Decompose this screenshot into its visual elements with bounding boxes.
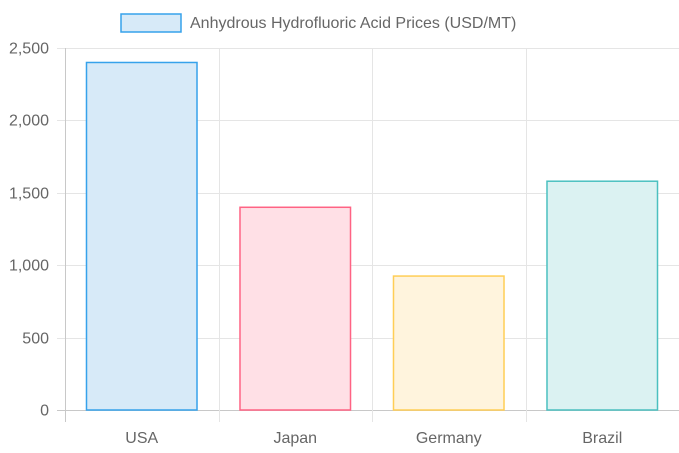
y-tick-label: 1,000 <box>9 258 49 275</box>
bars <box>85 61 659 411</box>
bar-germany[interactable] <box>392 275 505 411</box>
bar-japan[interactable] <box>239 206 352 411</box>
legend-label: Anhydrous Hydrofluoric Acid Prices (USD/… <box>190 15 516 32</box>
bar-usa[interactable] <box>85 61 198 411</box>
legend-swatch <box>120 13 182 33</box>
y-tick-label: 0 <box>40 403 49 420</box>
y-axis-ticks: 0 500 1,000 1,500 2,000 2,500 <box>9 41 49 420</box>
x-axis-ticks: USA Japan Germany Brazil <box>125 430 622 447</box>
y-tick-label: 1,500 <box>9 186 49 203</box>
y-tick-label: 500 <box>22 331 49 348</box>
y-tick-label: 2,500 <box>9 41 49 58</box>
legend[interactable]: Anhydrous Hydrofluoric Acid Prices (USD/… <box>120 13 516 33</box>
x-tick-label: Japan <box>273 430 317 447</box>
x-tick-label: USA <box>125 430 158 447</box>
y-tick-label: 2,000 <box>9 113 49 130</box>
x-tick-label: Brazil <box>582 430 622 447</box>
bar-brazil[interactable] <box>546 180 659 411</box>
x-tick-label: Germany <box>416 430 482 447</box>
